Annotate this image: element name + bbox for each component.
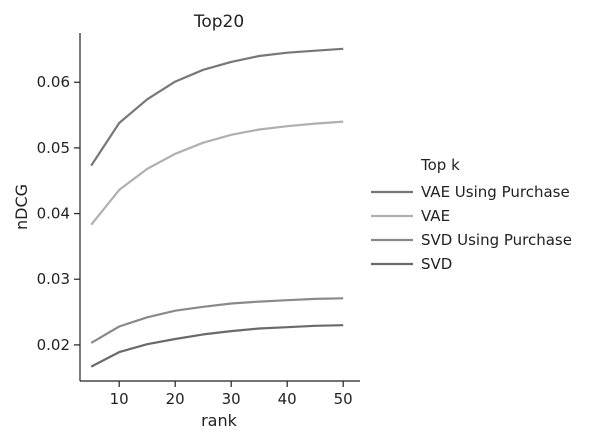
x-ticks: 10 20 30 40 50	[110, 381, 353, 408]
chart-title: Top20	[193, 12, 244, 32]
y-tick-label: 0.05	[37, 139, 70, 157]
series-line-3	[90, 324, 344, 368]
legend-label-1: VAE	[421, 207, 450, 225]
legend: Top k VAE Using Purchase VAE SVD Using Pur…	[371, 156, 572, 273]
series-line-2	[90, 297, 344, 344]
y-tick-label: 0.02	[37, 336, 70, 354]
x-tick-label: 50	[334, 390, 353, 408]
x-tick-label: 10	[110, 390, 129, 408]
legend-title: Top k	[420, 156, 460, 174]
x-tick-label: 30	[222, 390, 241, 408]
legend-label-3: SVD	[421, 255, 452, 273]
y-tick-label: 0.04	[37, 205, 70, 223]
x-axis-label: rank	[201, 411, 238, 430]
x-tick-label: 20	[166, 390, 185, 408]
y-axis-label: nDCG	[12, 184, 31, 230]
y-tick-label: 0.03	[37, 270, 70, 288]
series-line-1	[90, 120, 344, 226]
legend-label-0: VAE Using Purchase	[421, 183, 570, 201]
series-lines	[90, 47, 344, 368]
series-line-0	[90, 47, 344, 167]
y-tick-label: 0.06	[37, 73, 70, 91]
axes	[79, 33, 360, 382]
x-tick-label: 40	[278, 390, 297, 408]
y-ticks: 0.02 0.03 0.04 0.05 0.06	[37, 73, 80, 354]
legend-label-2: SVD Using Purchase	[421, 231, 572, 249]
